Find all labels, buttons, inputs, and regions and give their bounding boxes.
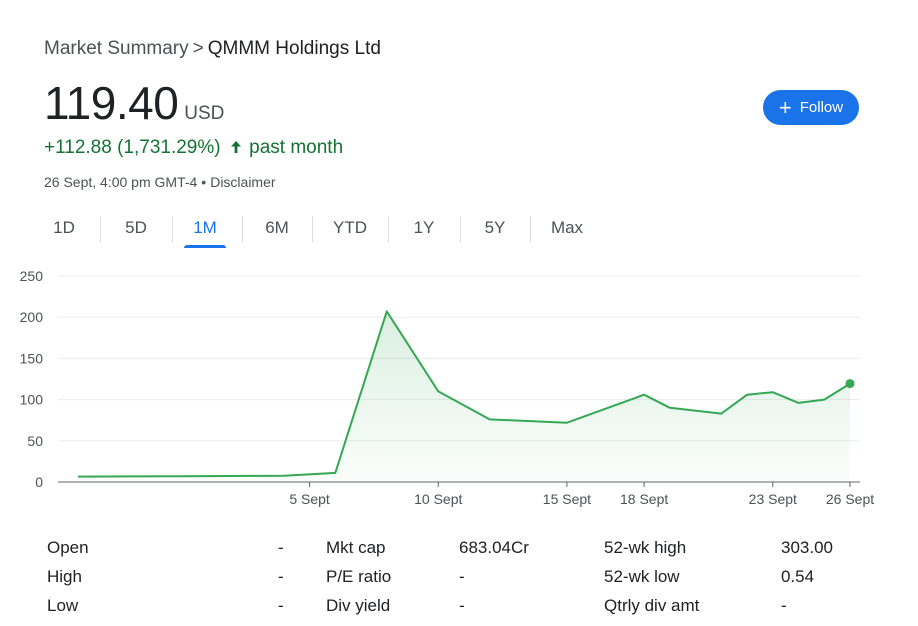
price-row: 119.40 USD (44, 76, 224, 130)
stat-divyield-value: - (459, 596, 465, 615)
arrow-up-icon (230, 137, 242, 159)
tab-1m[interactable]: 1M (184, 210, 226, 248)
y-tick-label: 150 (20, 350, 44, 366)
stat-52wklow-label: 52-wk low (604, 567, 680, 586)
series-line (77, 310, 851, 478)
key-stats: Open - High - Low - Mkt cap 683.04Cr P/E… (0, 532, 918, 622)
stock-price: 119.40 (44, 77, 179, 129)
follow-button[interactable]: + Follow (763, 90, 859, 125)
change-period: past month (249, 137, 344, 158)
y-tick-label: 200 (20, 309, 44, 325)
meta-separator: • (201, 174, 207, 190)
y-tick-label: 250 (20, 268, 44, 284)
stat-52wkhigh-label: 52-wk high (604, 538, 687, 557)
tab-divider (388, 216, 389, 242)
stat-low-label: Low (47, 596, 79, 615)
quote-meta: 26 Sept, 4:00 pm GMT-4 • Disclaimer (44, 174, 276, 190)
tab-5d[interactable]: 5D (125, 218, 147, 237)
stat-low-value: - (278, 596, 284, 615)
tab-divider (312, 216, 313, 242)
stat-high-label: High (47, 567, 82, 586)
currency-label: USD (184, 103, 225, 124)
y-tick-label: 0 (35, 474, 43, 490)
stat-pe-label: P/E ratio (326, 567, 392, 586)
last-point-marker (845, 379, 855, 389)
follow-label: Follow (799, 99, 844, 116)
stat-pe-value: - (459, 567, 465, 586)
tab-max[interactable]: Max (550, 218, 584, 237)
x-tick-label: 18 Sept (620, 491, 668, 507)
stat-divamt-value: - (781, 596, 787, 615)
plus-icon: + (778, 94, 792, 120)
quote-timestamp: 26 Sept, 4:00 pm GMT-4 (44, 174, 198, 190)
tab-divider (172, 216, 173, 242)
price-change: +112.88 (1,731.29%) past month (44, 137, 343, 159)
change-value: +112.88 (1,731.29%) (44, 137, 221, 158)
breadcrumb-separator: > (192, 38, 204, 59)
breadcrumb-root[interactable]: Market Summary (44, 38, 189, 59)
stat-mktcap-label: Mkt cap (326, 538, 386, 557)
stat-high-value: - (278, 567, 284, 586)
x-tick-label: 5 Sept (289, 491, 330, 507)
x-tick-label: 15 Sept (543, 491, 591, 507)
x-tick-label: 26 Sept (826, 491, 874, 507)
tab-5y[interactable]: 5Y (484, 218, 506, 237)
stat-open-value: - (278, 538, 284, 557)
stat-open-label: Open (47, 538, 89, 557)
disclaimer-link[interactable]: Disclaimer (210, 174, 276, 190)
breadcrumb: Market Summary > QMMM Holdings Ltd (44, 38, 381, 60)
stat-52wkhigh-value: 303.00 (781, 538, 833, 557)
tab-1y[interactable]: 1Y (413, 218, 435, 237)
tab-ytd[interactable]: YTD (333, 218, 367, 237)
y-tick-label: 50 (27, 433, 43, 449)
x-tick-label: 10 Sept (414, 491, 462, 507)
tab-6m[interactable]: 6M (265, 218, 289, 237)
tab-divider (530, 216, 531, 242)
tab-1d[interactable]: 1D (53, 218, 75, 237)
stat-mktcap-value: 683.04Cr (459, 538, 529, 557)
tab-divider (100, 216, 101, 242)
stat-divyield-label: Div yield (326, 596, 391, 615)
stat-52wklow-value: 0.54 (781, 567, 815, 586)
series-area (78, 311, 850, 482)
stat-divamt-label: Qtrly div amt (604, 596, 700, 615)
breadcrumb-company: QMMM Holdings Ltd (207, 38, 381, 59)
x-tick-label: 23 Sept (749, 491, 797, 507)
tab-divider (242, 216, 243, 242)
price-chart[interactable]: 0 50 100 150 200 250 5 Sept 10 Sept 15 Sept 18 Se… (0, 260, 918, 518)
tab-divider (460, 216, 461, 242)
y-tick-label: 100 (20, 392, 44, 408)
